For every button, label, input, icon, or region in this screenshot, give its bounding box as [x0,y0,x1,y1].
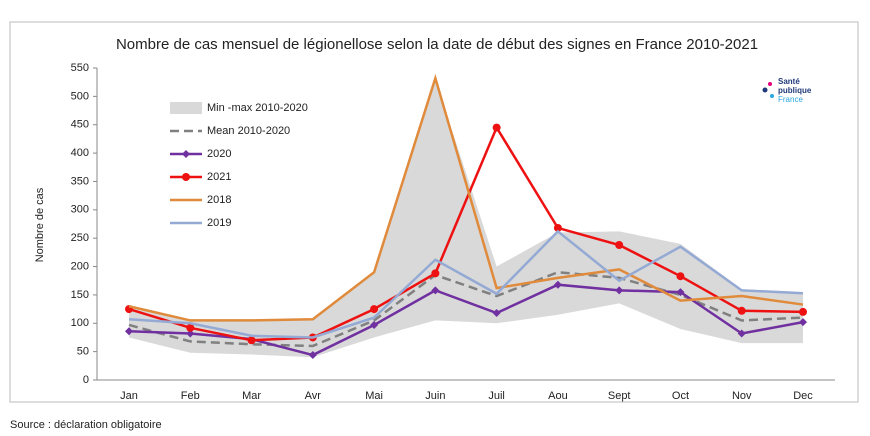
marker [615,286,624,295]
marker [308,351,317,360]
x-tick-label: Juin [425,390,445,402]
x-tick-label: Aou [548,390,568,402]
y-tick-label: 100 [71,317,89,329]
marker [737,329,746,338]
x-tick-label: Oct [672,390,689,402]
y-tick-label: 250 [71,232,89,244]
range-band [129,79,803,358]
marker [247,336,256,345]
chart-title: Nombre de cas mensuel de légionellose se… [116,36,758,53]
logo-text: France [778,95,803,104]
legend-swatch [170,102,202,114]
logo-text: publique [778,86,812,95]
x-tick-label: Dec [793,390,813,402]
marker [737,306,746,315]
marker [553,223,562,232]
marker [492,123,501,132]
legend-label: 2021 [207,171,231,183]
series-line [128,229,804,339]
y-tick-label: 350 [71,175,89,187]
marker [431,286,440,295]
marker [370,305,379,314]
marker [799,307,807,316]
legend-label: Min -max 2010-2020 [207,102,308,114]
x-tick-label: Juil [488,390,505,402]
series-line [128,124,804,342]
y-tick-label: 500 [71,90,89,102]
logo-text: Santé [778,77,800,86]
source: Source : déclaration obligatoire [10,419,162,431]
x-tick-label: Mar [242,390,261,402]
x-tick-label: Jan [120,390,138,402]
y-tick-label: 450 [71,119,89,131]
legend-label: 2020 [207,148,231,160]
marker [799,318,807,327]
x-tick-label: Sept [608,390,631,402]
logo-dot [768,82,772,86]
y-tick-label: 400 [71,147,89,159]
y-tick-label: 200 [71,260,89,272]
y-tick-label: 550 [71,62,89,74]
legend-marker [182,173,190,181]
marker [676,288,685,297]
marker [186,329,195,338]
logo-dot [762,87,768,93]
marker [553,280,562,289]
legend-label: 2019 [207,217,231,229]
legend-label: 2018 [207,194,231,206]
legend-label: Mean 2010-2020 [207,125,290,137]
marker [125,327,133,336]
y-axis-label: Nombre de cas [34,187,46,262]
marker [186,323,195,332]
y-tick-label: 300 [71,204,89,216]
logo-dot [770,94,774,98]
series-line [128,73,804,322]
marker [431,269,440,278]
y-tick-label: 150 [71,289,89,301]
x-tick-label: Avr [305,390,322,402]
chart-frame [9,21,859,403]
x-tick-label: Nov [732,390,752,402]
y-tick-label: 50 [77,346,89,358]
y-tick-label: 0 [83,374,89,386]
x-tick-label: Mai [365,390,383,402]
marker [676,272,685,281]
marker [615,240,624,249]
x-tick-label: Feb [181,390,200,402]
marker [492,309,501,318]
legend-marker [182,150,190,158]
logo: Santé publique France [762,77,812,104]
marker [370,320,379,329]
